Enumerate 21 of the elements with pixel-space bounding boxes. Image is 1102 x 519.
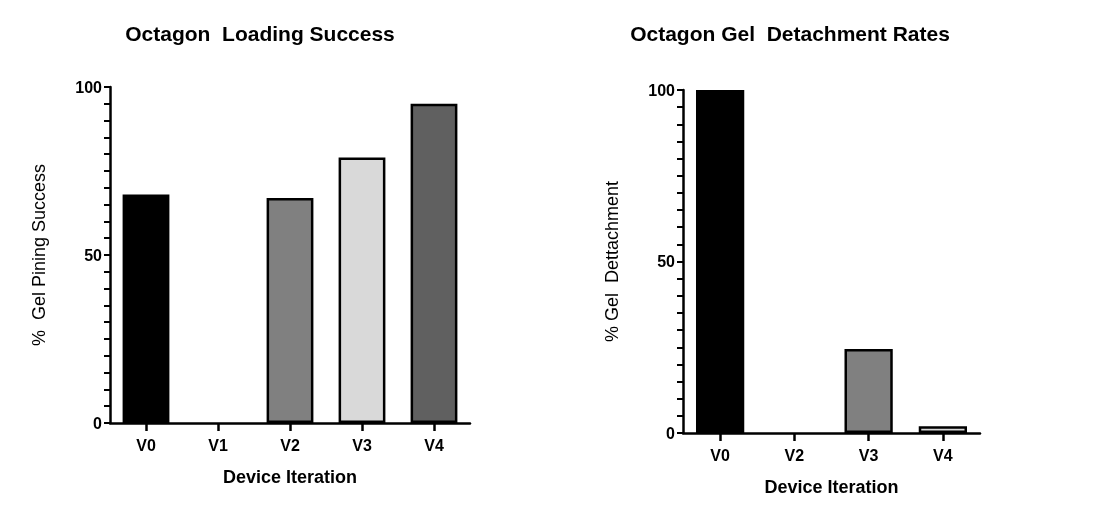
x-tick-label: V3 xyxy=(352,436,372,454)
x-tick-label: V0 xyxy=(710,446,731,464)
x-tick-label: V4 xyxy=(933,446,953,464)
x-tick-label: V1 xyxy=(208,436,228,454)
y-axis-title: % Gel Dettachment xyxy=(602,180,622,343)
x-tick-label: V3 xyxy=(858,446,879,464)
x-axis-title: Device Iteration xyxy=(764,477,899,497)
x-tick-label: V4 xyxy=(424,436,444,454)
x-tick-label: V2 xyxy=(784,446,805,464)
x-tick-label: V0 xyxy=(136,436,156,454)
y-tick-label: 100 xyxy=(75,78,103,96)
x-axis-title: Device Iteration xyxy=(222,467,358,487)
y-tick-label: 100 xyxy=(648,81,676,99)
x-tick-label: V2 xyxy=(280,436,300,454)
y-tick-label: 0 xyxy=(666,424,676,442)
y-tick-label: 50 xyxy=(84,246,103,264)
y-tick-label: 0 xyxy=(93,414,103,432)
y-axis-title: % Gel Pining Success xyxy=(29,163,49,347)
chart-title: Octagon Loading Success xyxy=(125,22,395,45)
y-tick-label: 50 xyxy=(657,253,676,270)
chart-title: Octagon Gel Detachment Rates xyxy=(630,22,950,45)
